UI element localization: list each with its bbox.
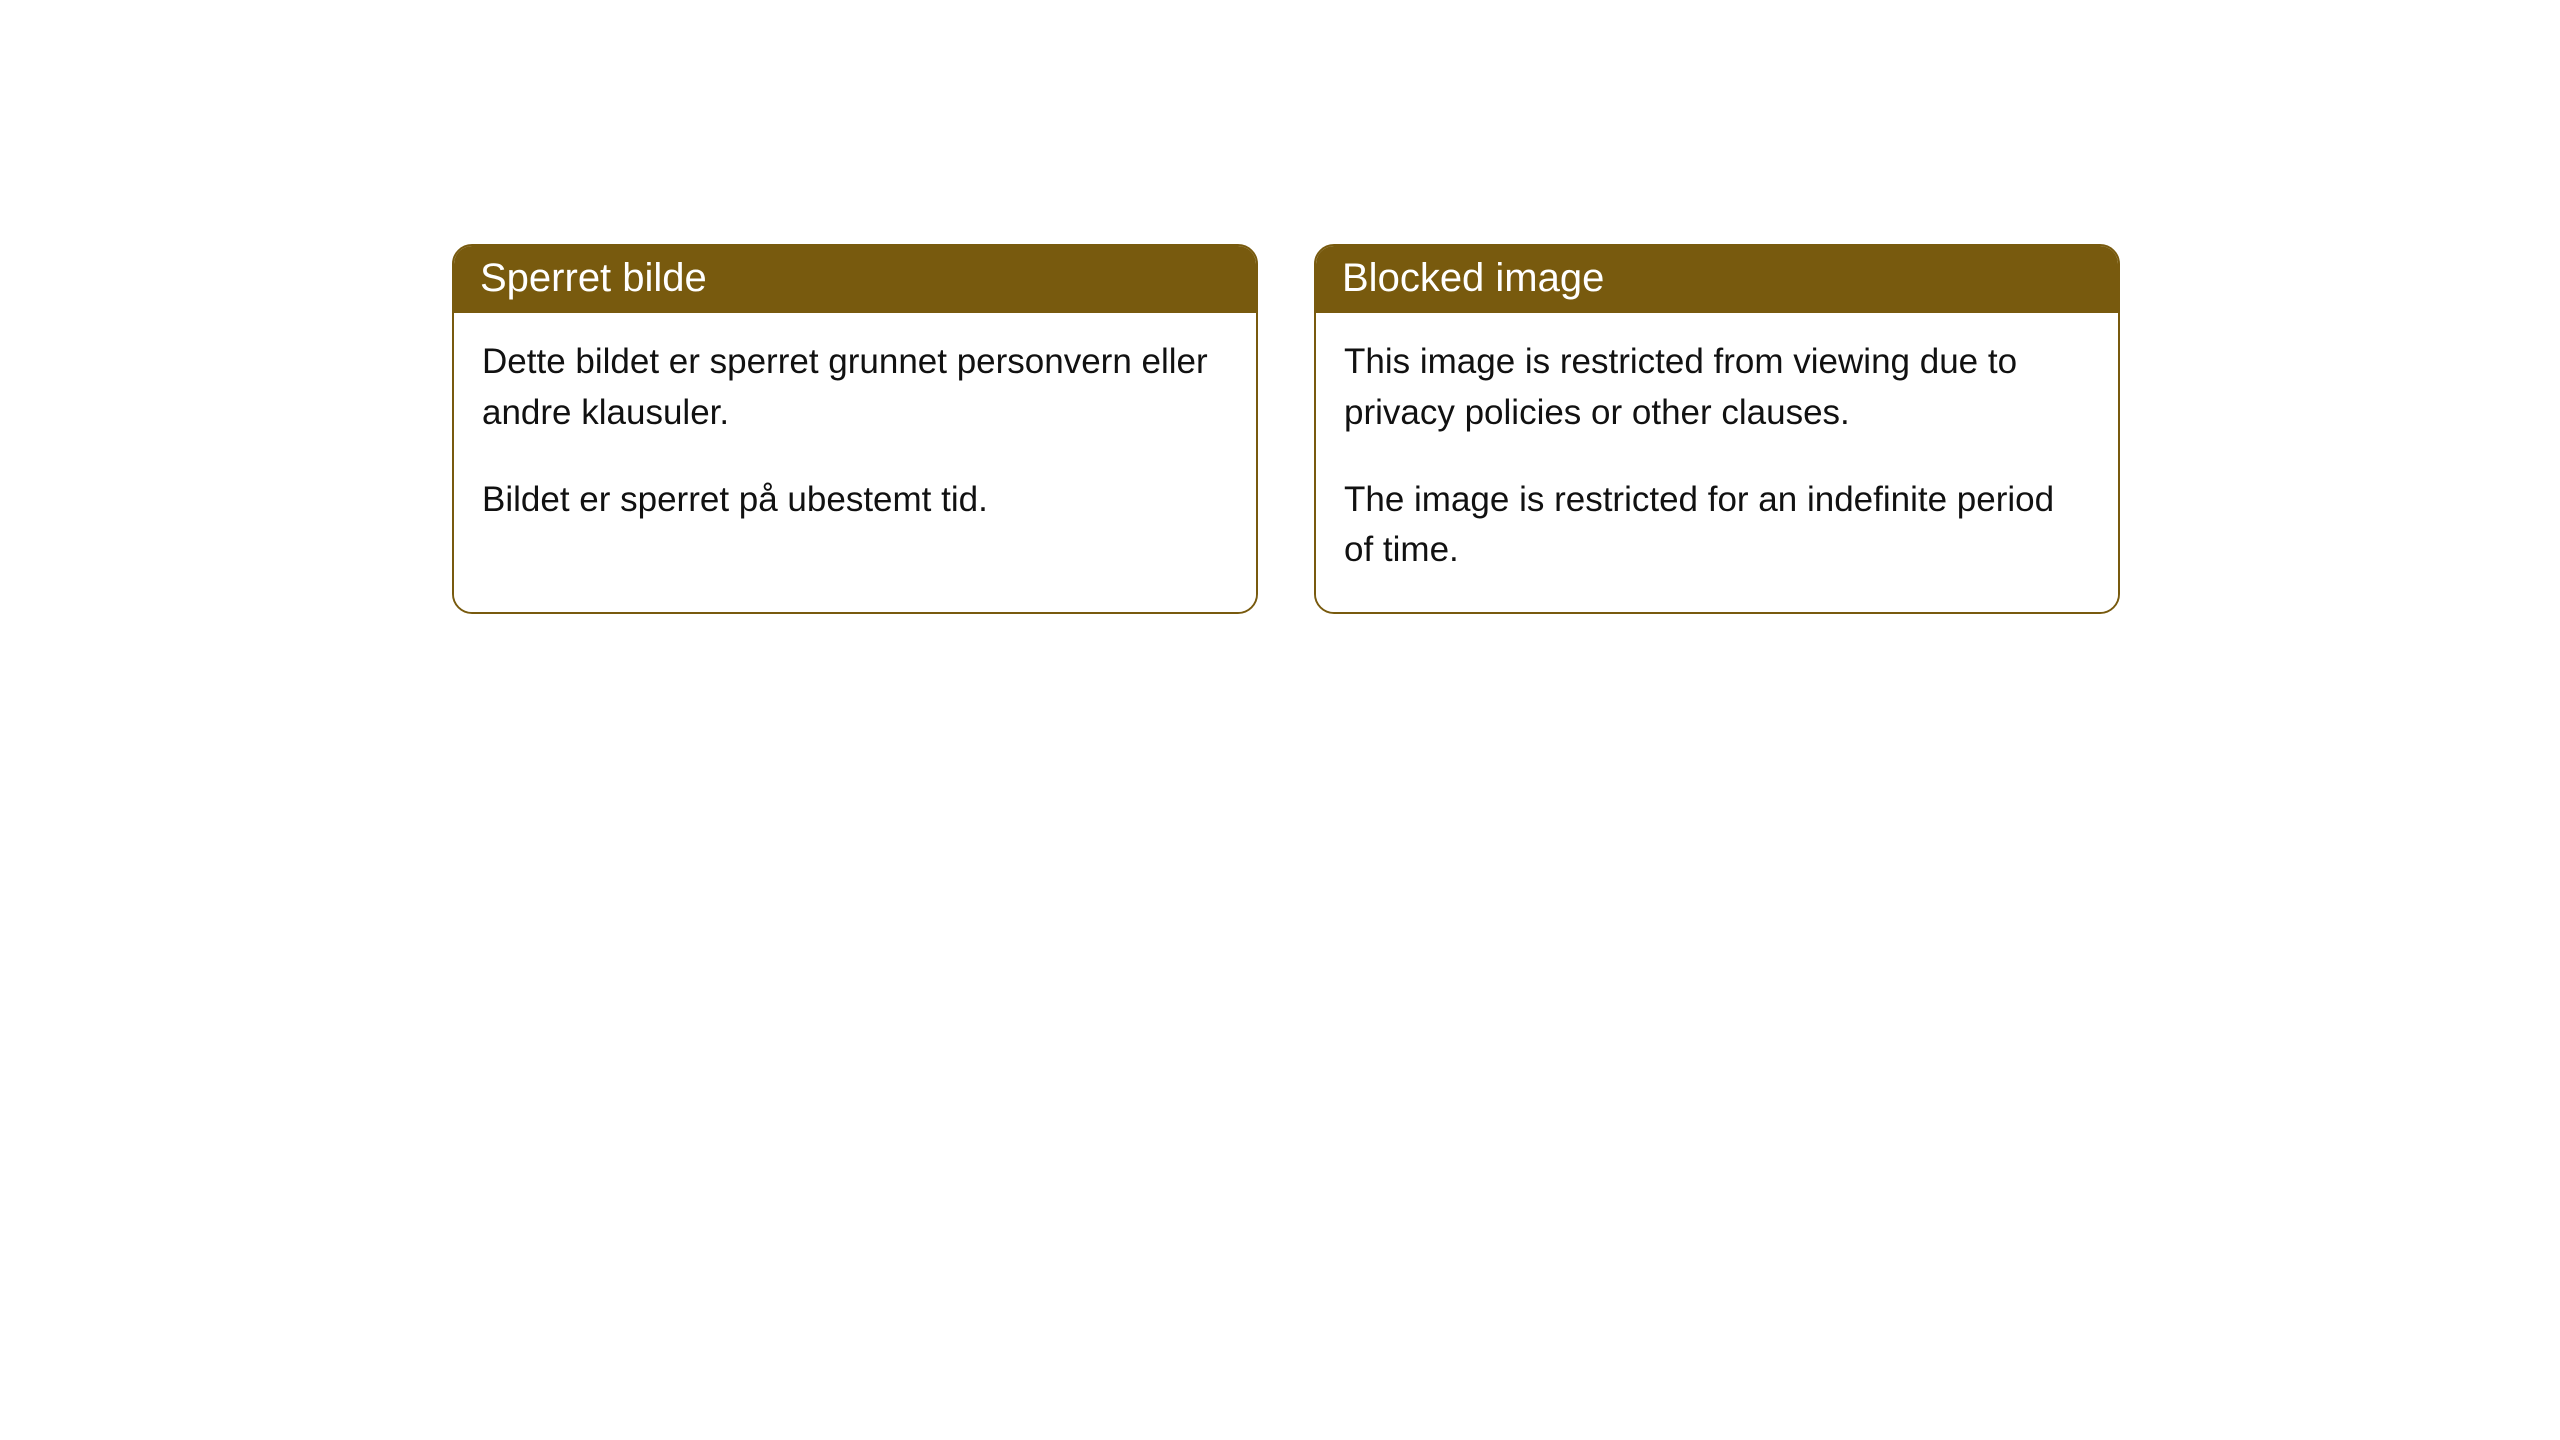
card-paragraph: Dette bildet er sperret grunnet personve… xyxy=(482,337,1228,439)
card-paragraph: This image is restricted from viewing du… xyxy=(1344,337,2090,439)
card-title: Blocked image xyxy=(1316,246,2118,313)
card-body: This image is restricted from viewing du… xyxy=(1316,313,2118,612)
card-body: Dette bildet er sperret grunnet personve… xyxy=(454,313,1256,612)
cards-container: Sperret bilde Dette bildet er sperret gr… xyxy=(0,0,2560,614)
blocked-image-card-norwegian: Sperret bilde Dette bildet er sperret gr… xyxy=(452,244,1258,614)
card-paragraph: The image is restricted for an indefinit… xyxy=(1344,475,2090,577)
card-paragraph: Bildet er sperret på ubestemt tid. xyxy=(482,475,1228,526)
blocked-image-card-english: Blocked image This image is restricted f… xyxy=(1314,244,2120,614)
card-title: Sperret bilde xyxy=(454,246,1256,313)
